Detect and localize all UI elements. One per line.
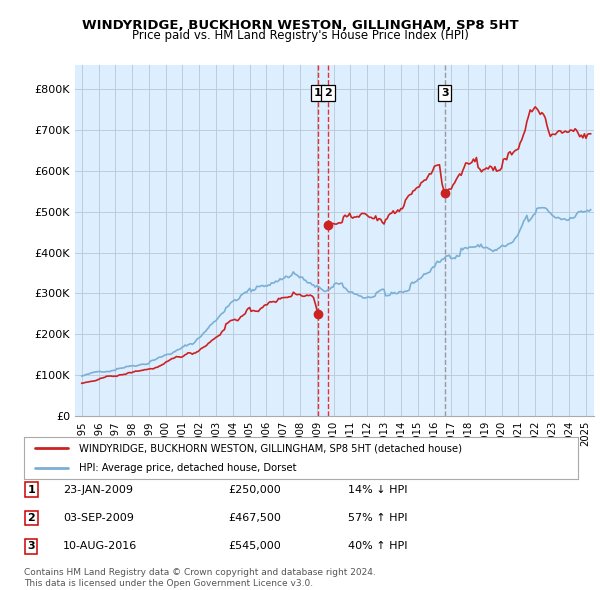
Text: 3: 3 [441, 88, 448, 98]
Text: 40% ↑ HPI: 40% ↑ HPI [348, 542, 407, 551]
Text: WINDYRIDGE, BUCKHORN WESTON, GILLINGHAM, SP8 5HT: WINDYRIDGE, BUCKHORN WESTON, GILLINGHAM,… [82, 19, 518, 32]
Text: £250,000: £250,000 [228, 485, 281, 494]
Text: £467,500: £467,500 [228, 513, 281, 523]
Text: 1: 1 [314, 88, 322, 98]
Text: Price paid vs. HM Land Registry's House Price Index (HPI): Price paid vs. HM Land Registry's House … [131, 30, 469, 42]
Text: 1: 1 [28, 485, 35, 494]
Text: 57% ↑ HPI: 57% ↑ HPI [348, 513, 407, 523]
Text: Contains HM Land Registry data © Crown copyright and database right 2024.: Contains HM Land Registry data © Crown c… [24, 568, 376, 577]
Text: 2: 2 [28, 513, 35, 523]
Text: 03-SEP-2009: 03-SEP-2009 [63, 513, 134, 523]
Text: 2: 2 [324, 88, 332, 98]
Text: 23-JAN-2009: 23-JAN-2009 [63, 485, 133, 494]
Text: WINDYRIDGE, BUCKHORN WESTON, GILLINGHAM, SP8 5HT (detached house): WINDYRIDGE, BUCKHORN WESTON, GILLINGHAM,… [79, 443, 463, 453]
Text: 10-AUG-2016: 10-AUG-2016 [63, 542, 137, 551]
Text: 14% ↓ HPI: 14% ↓ HPI [348, 485, 407, 494]
Text: 3: 3 [28, 542, 35, 551]
Text: HPI: Average price, detached house, Dorset: HPI: Average price, detached house, Dors… [79, 463, 297, 473]
Text: This data is licensed under the Open Government Licence v3.0.: This data is licensed under the Open Gov… [24, 579, 313, 588]
Text: £545,000: £545,000 [228, 542, 281, 551]
